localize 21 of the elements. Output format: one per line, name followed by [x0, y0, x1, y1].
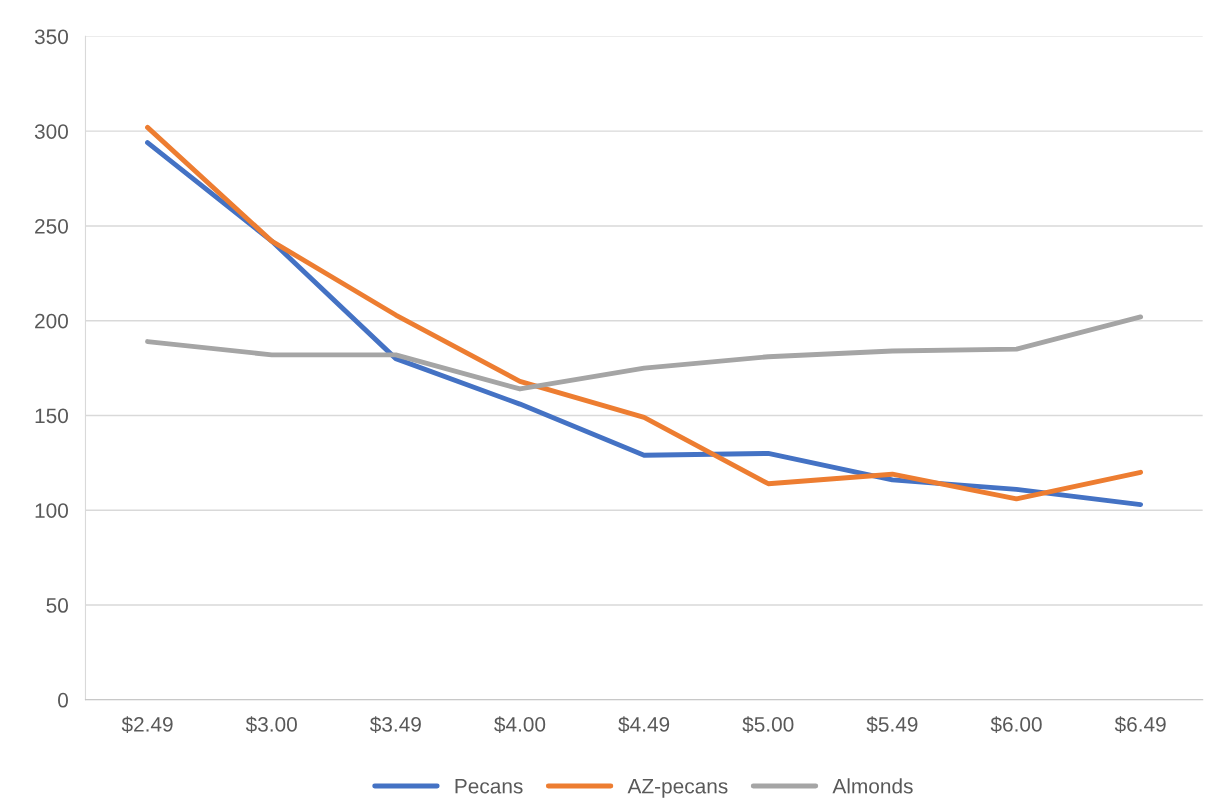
- x-tick-label: $4.49: [618, 716, 670, 733]
- y-tick-label: 150: [35, 408, 68, 424]
- y-tick-label: 100: [35, 503, 68, 518]
- line-series: [145, 314, 1144, 392]
- x-tick-label: $5.49: [866, 716, 918, 733]
- y-tick-label: 200: [35, 313, 68, 329]
- legend-label: Pecans: [455, 779, 523, 794]
- x-tick-label: $2.49: [121, 716, 173, 733]
- legend-label: Almonds: [832, 778, 913, 794]
- x-tick-label: $3.00: [245, 716, 297, 733]
- x-tick-label: $5.00: [742, 716, 794, 733]
- x-tick-label: $6.49: [1114, 716, 1166, 733]
- x-tick-label: $3.49: [369, 716, 421, 733]
- y-tick-label: 300: [34, 124, 68, 139]
- x-tick-label: $6.00: [990, 716, 1042, 733]
- legend-label: AZ-pecans: [627, 779, 728, 798]
- y-tick-label: 250: [35, 218, 68, 234]
- x-tick-label: $4.00: [494, 716, 546, 733]
- y-tick-label: 50: [46, 598, 68, 613]
- y-tick-label: 0: [58, 692, 68, 708]
- y-tick-label: 350: [34, 29, 68, 45]
